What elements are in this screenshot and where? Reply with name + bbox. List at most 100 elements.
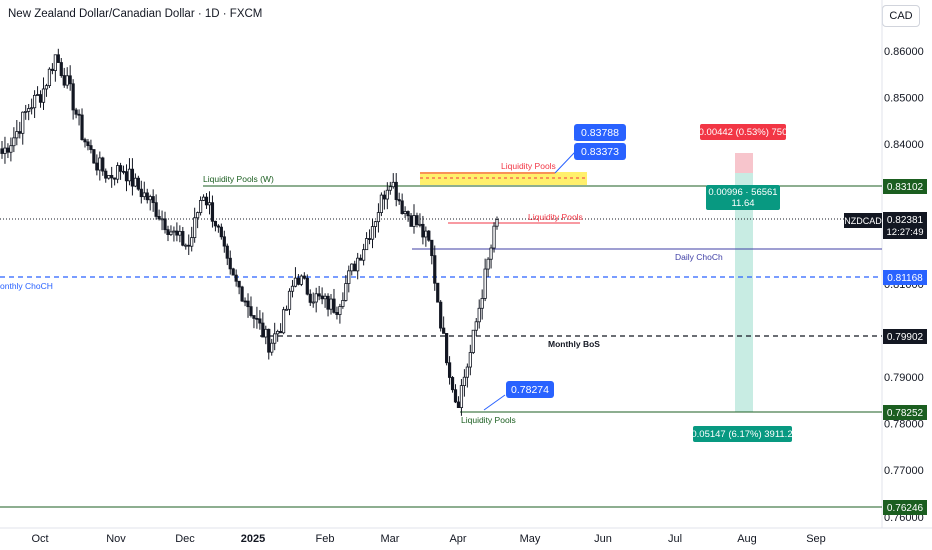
liquidity-zone-highlight (420, 172, 587, 185)
svg-text:0.00996 · 56561: 0.00996 · 56561 (708, 187, 777, 198)
candle (356, 252, 360, 280)
x-tick-label: Dec (175, 533, 195, 545)
candle (430, 239, 434, 265)
x-tick-label: Apr (449, 533, 466, 545)
svg-text:12:27:49: 12:27:49 (887, 227, 924, 238)
candle (6, 143, 10, 159)
candle (98, 151, 102, 181)
candle (53, 54, 57, 82)
candle (190, 226, 194, 252)
badge-76246: 0.76246 (883, 500, 927, 515)
svg-text:0.81168: 0.81168 (887, 273, 923, 284)
svg-text:0.83788: 0.83788 (581, 127, 619, 139)
candle (38, 90, 43, 108)
candle (83, 137, 87, 148)
candle (213, 220, 218, 232)
candle (293, 267, 298, 288)
svg-text:0.83102: 0.83102 (887, 182, 924, 193)
candle (151, 189, 155, 212)
label-monthly-choch: onthly ChoCH (0, 281, 53, 291)
candle (397, 192, 401, 205)
candle (495, 216, 499, 230)
label-liquidity-top: Liquidity Pools (501, 161, 556, 171)
position-entry-label: 0.00996 · 56561 11.64 (706, 185, 780, 210)
label-daily-choch: Daily ChoCh (675, 252, 723, 262)
candle (367, 229, 372, 245)
badge-symbol: NZDCAD (844, 213, 882, 228)
svg-text:0.78252: 0.78252 (887, 408, 924, 419)
candle (483, 258, 487, 302)
candle (231, 267, 235, 276)
y-tick-label: 0.84000 (884, 139, 924, 151)
candle (15, 120, 19, 146)
candle (121, 165, 126, 175)
candle (279, 323, 283, 334)
candle (198, 196, 203, 216)
candle (56, 48, 60, 63)
candle (406, 210, 410, 222)
candle (225, 243, 229, 266)
candle (237, 280, 241, 295)
candle (228, 250, 232, 275)
candle (124, 164, 129, 192)
position-target-label: 0.05147 (6.17%) 3911.2 (691, 426, 793, 442)
candle (136, 175, 140, 191)
candle (74, 107, 78, 119)
candle (154, 194, 158, 220)
x-tick-label: Oct (31, 533, 48, 545)
candle (462, 369, 466, 397)
candle (394, 173, 398, 207)
candle (281, 306, 286, 335)
candle (379, 192, 384, 217)
candle (338, 303, 342, 324)
candle (118, 162, 123, 180)
candle (364, 232, 369, 251)
candle (249, 296, 253, 318)
candle (489, 244, 493, 269)
candle (234, 269, 238, 287)
svg-text:0.76246: 0.76246 (887, 503, 924, 514)
badge-last-price: 0.82381 12:27:49 (883, 212, 927, 239)
candle (264, 325, 268, 345)
candle (359, 254, 363, 261)
candle (219, 223, 223, 240)
x-tick-label: Aug (737, 533, 757, 545)
candle (344, 275, 348, 302)
candle (409, 212, 413, 227)
candle (296, 274, 301, 286)
candle (453, 384, 458, 404)
candle (400, 193, 404, 215)
candle (261, 312, 265, 338)
candle (347, 265, 351, 293)
x-tick-label: 2025 (241, 533, 265, 545)
candle (302, 272, 306, 280)
candle (273, 322, 277, 351)
candle (65, 67, 69, 89)
x-tick-label: Mar (381, 533, 400, 545)
candle (33, 90, 37, 119)
candle (210, 195, 215, 228)
candle (474, 317, 478, 337)
candle (18, 121, 22, 139)
candle (62, 67, 66, 88)
candle (468, 344, 472, 376)
candle (492, 222, 496, 253)
candle (412, 204, 416, 234)
candle (335, 306, 339, 320)
candle (382, 190, 386, 210)
x-tick-label: Sep (806, 533, 826, 545)
candle (3, 136, 7, 164)
candle (350, 263, 354, 276)
badge-81168: 0.81168 (883, 270, 927, 285)
candle (246, 293, 250, 318)
candle (222, 230, 226, 253)
candle (445, 332, 449, 366)
candle (332, 288, 336, 314)
candle (201, 194, 206, 202)
candle (41, 77, 46, 110)
candle (388, 181, 392, 195)
candle (9, 137, 13, 162)
candle (27, 103, 31, 121)
y-tick-label: 0.77000 (884, 465, 924, 477)
